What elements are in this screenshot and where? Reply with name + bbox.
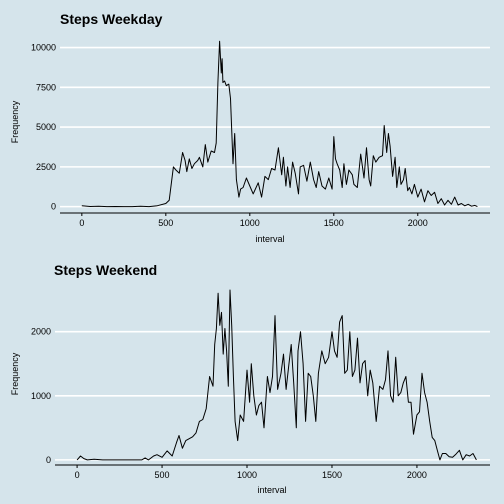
weekday-chart: Steps Weekday interval Frequency 0 2500 50… xyxy=(10,11,490,244)
series-line xyxy=(76,289,477,461)
chart-title: Steps Weekday xyxy=(60,11,163,27)
x-tick-label: 0 xyxy=(75,470,80,480)
x-tick-label: 1000 xyxy=(240,218,260,228)
x-tick-label: 500 xyxy=(158,218,173,228)
y-tick-label: 1000 xyxy=(31,391,51,401)
y-axis-label: Frequency xyxy=(10,100,20,143)
y-tick-label: 10000 xyxy=(31,43,56,53)
x-tick-label: 0 xyxy=(79,218,84,228)
weekend-chart: Steps Weekend interval Frequency 0 1000 20… xyxy=(10,262,490,495)
x-tick-label: 500 xyxy=(155,470,170,480)
y-tick-label: 2500 xyxy=(36,162,56,172)
x-tick-label: 1500 xyxy=(324,218,344,228)
y-tick-label: 5000 xyxy=(36,122,56,132)
y-axis-label: Frequency xyxy=(10,352,20,395)
y-tick-label: 2000 xyxy=(31,327,51,337)
x-axis-label: interval xyxy=(255,234,284,244)
x-tick-label: 1500 xyxy=(322,470,342,480)
y-tick-label: 0 xyxy=(46,455,51,465)
x-tick-label: 2000 xyxy=(407,470,427,480)
y-tick-label: 0 xyxy=(51,202,56,212)
chart-title: Steps Weekend xyxy=(54,262,157,278)
series-line xyxy=(81,40,478,208)
x-tick-label: 1000 xyxy=(237,470,257,480)
y-tick-label: 7500 xyxy=(36,82,56,92)
x-axis-label: interval xyxy=(257,485,286,495)
x-tick-label: 2000 xyxy=(408,218,428,228)
